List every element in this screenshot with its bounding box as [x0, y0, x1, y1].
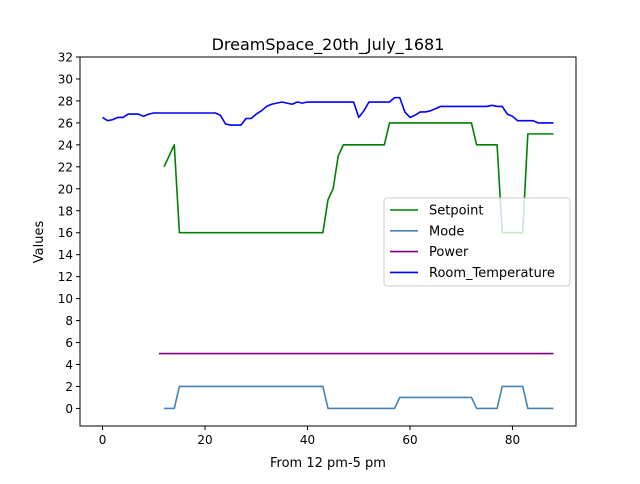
- x-tick-label: 80: [505, 433, 520, 447]
- y-tick-label: 24: [58, 138, 73, 152]
- legend-box: [383, 197, 571, 287]
- y-tick-label: 20: [58, 182, 73, 196]
- x-tick-label: 20: [197, 433, 212, 447]
- legend-label: Power: [429, 245, 469, 260]
- series-line-room-temperature: [102, 96, 554, 126]
- x-axis-ticks: 0 20 40 60 80: [99, 426, 520, 447]
- x-axis-label: From 12 pm-5 pm: [270, 456, 386, 471]
- y-tick-label: 8: [65, 314, 73, 328]
- legend-label: Room_Temperature: [429, 266, 555, 281]
- x-tick-label: 60: [402, 433, 417, 447]
- y-tick-label: 18: [58, 204, 73, 218]
- y-tick-label: 32: [58, 51, 73, 65]
- y-tick-label: 2: [65, 380, 73, 394]
- y-axis-label: Values: [32, 221, 47, 264]
- legend-label: Setpoint: [429, 204, 484, 219]
- y-tick-label: 6: [65, 336, 73, 350]
- x-tick-label: 0: [99, 433, 107, 447]
- y-tick-label: 10: [58, 292, 73, 306]
- y-tick-label: 30: [58, 72, 73, 86]
- y-tick-label: 28: [58, 94, 73, 108]
- y-tick-label: 16: [58, 226, 73, 240]
- series-line-mode: [164, 385, 554, 410]
- y-tick-label: 12: [58, 270, 73, 284]
- axes-frame: [79, 56, 577, 427]
- legend: Setpoint Mode Power Room_Temperature: [383, 197, 571, 287]
- y-tick-label: 0: [65, 402, 73, 416]
- legend-label: Mode: [429, 224, 464, 239]
- y-tick-label: 14: [58, 248, 73, 262]
- x-tick-label: 40: [300, 433, 315, 447]
- y-tick-label: 22: [58, 160, 73, 174]
- y-tick-label: 26: [58, 116, 73, 130]
- chart-title: DreamSpace_20th_July_1681: [212, 35, 445, 55]
- y-tick-label: 4: [65, 358, 73, 372]
